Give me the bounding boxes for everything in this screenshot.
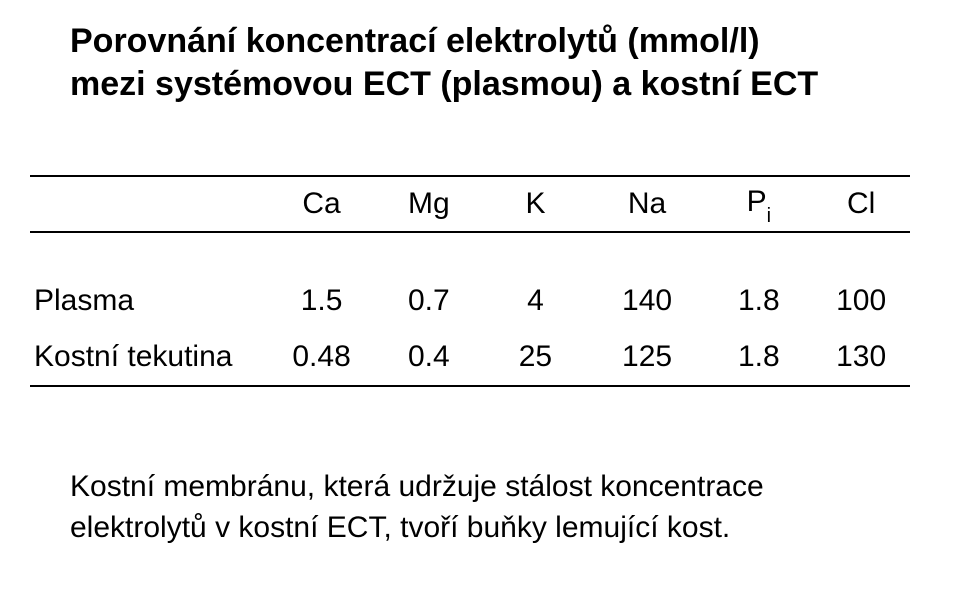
row1-mg: 0.7 — [375, 273, 482, 329]
page: Porovnání koncentrací elektrolytů (mmol/… — [0, 0, 960, 612]
row1-label: Plasma — [30, 273, 268, 329]
row1-ca: 1.5 — [268, 273, 376, 329]
header-pi: Pi — [705, 176, 812, 232]
table-row: Kostní tekutina 0.48 0.4 25 125 1.8 130 — [30, 329, 910, 386]
header-ca: Ca — [268, 176, 376, 232]
title-line-1: Porovnání koncentrací elektrolytů (mmol/… — [70, 20, 910, 63]
title-line-2: mezi systémovou ECT (plasmou) a kostní E… — [70, 63, 910, 106]
table-spacer — [30, 232, 910, 273]
row2-pi: 1.8 — [705, 329, 812, 386]
header-k: K — [482, 176, 588, 232]
row1-na: 140 — [589, 273, 706, 329]
header-pi-base: P — [747, 185, 767, 218]
row2-mg: 0.4 — [375, 329, 482, 386]
row2-label: Kostní tekutina — [30, 329, 268, 386]
row1-k: 4 — [482, 273, 588, 329]
row1-cl: 100 — [812, 273, 910, 329]
table-row: Plasma 1.5 0.7 4 140 1.8 100 — [30, 273, 910, 329]
row2-cl: 130 — [812, 329, 910, 386]
header-cl: Cl — [812, 176, 910, 232]
row2-k: 25 — [482, 329, 588, 386]
table-header-row: Ca Mg K Na Pi Cl — [30, 176, 910, 232]
row2-na: 125 — [589, 329, 706, 386]
header-pi-sub: i — [767, 205, 771, 227]
electrolyte-table: Ca Mg K Na Pi Cl Plasma 1.5 0.7 4 140 1.… — [30, 175, 910, 387]
header-mg: Mg — [375, 176, 482, 232]
row1-pi: 1.8 — [705, 273, 812, 329]
header-empty — [30, 176, 268, 232]
page-title: Porovnání koncentrací elektrolytů (mmol/… — [30, 20, 910, 105]
footnote-text: Kostní membránu, která udržuje stálost k… — [30, 467, 910, 548]
header-na: Na — [589, 176, 706, 232]
row2-ca: 0.48 — [268, 329, 376, 386]
